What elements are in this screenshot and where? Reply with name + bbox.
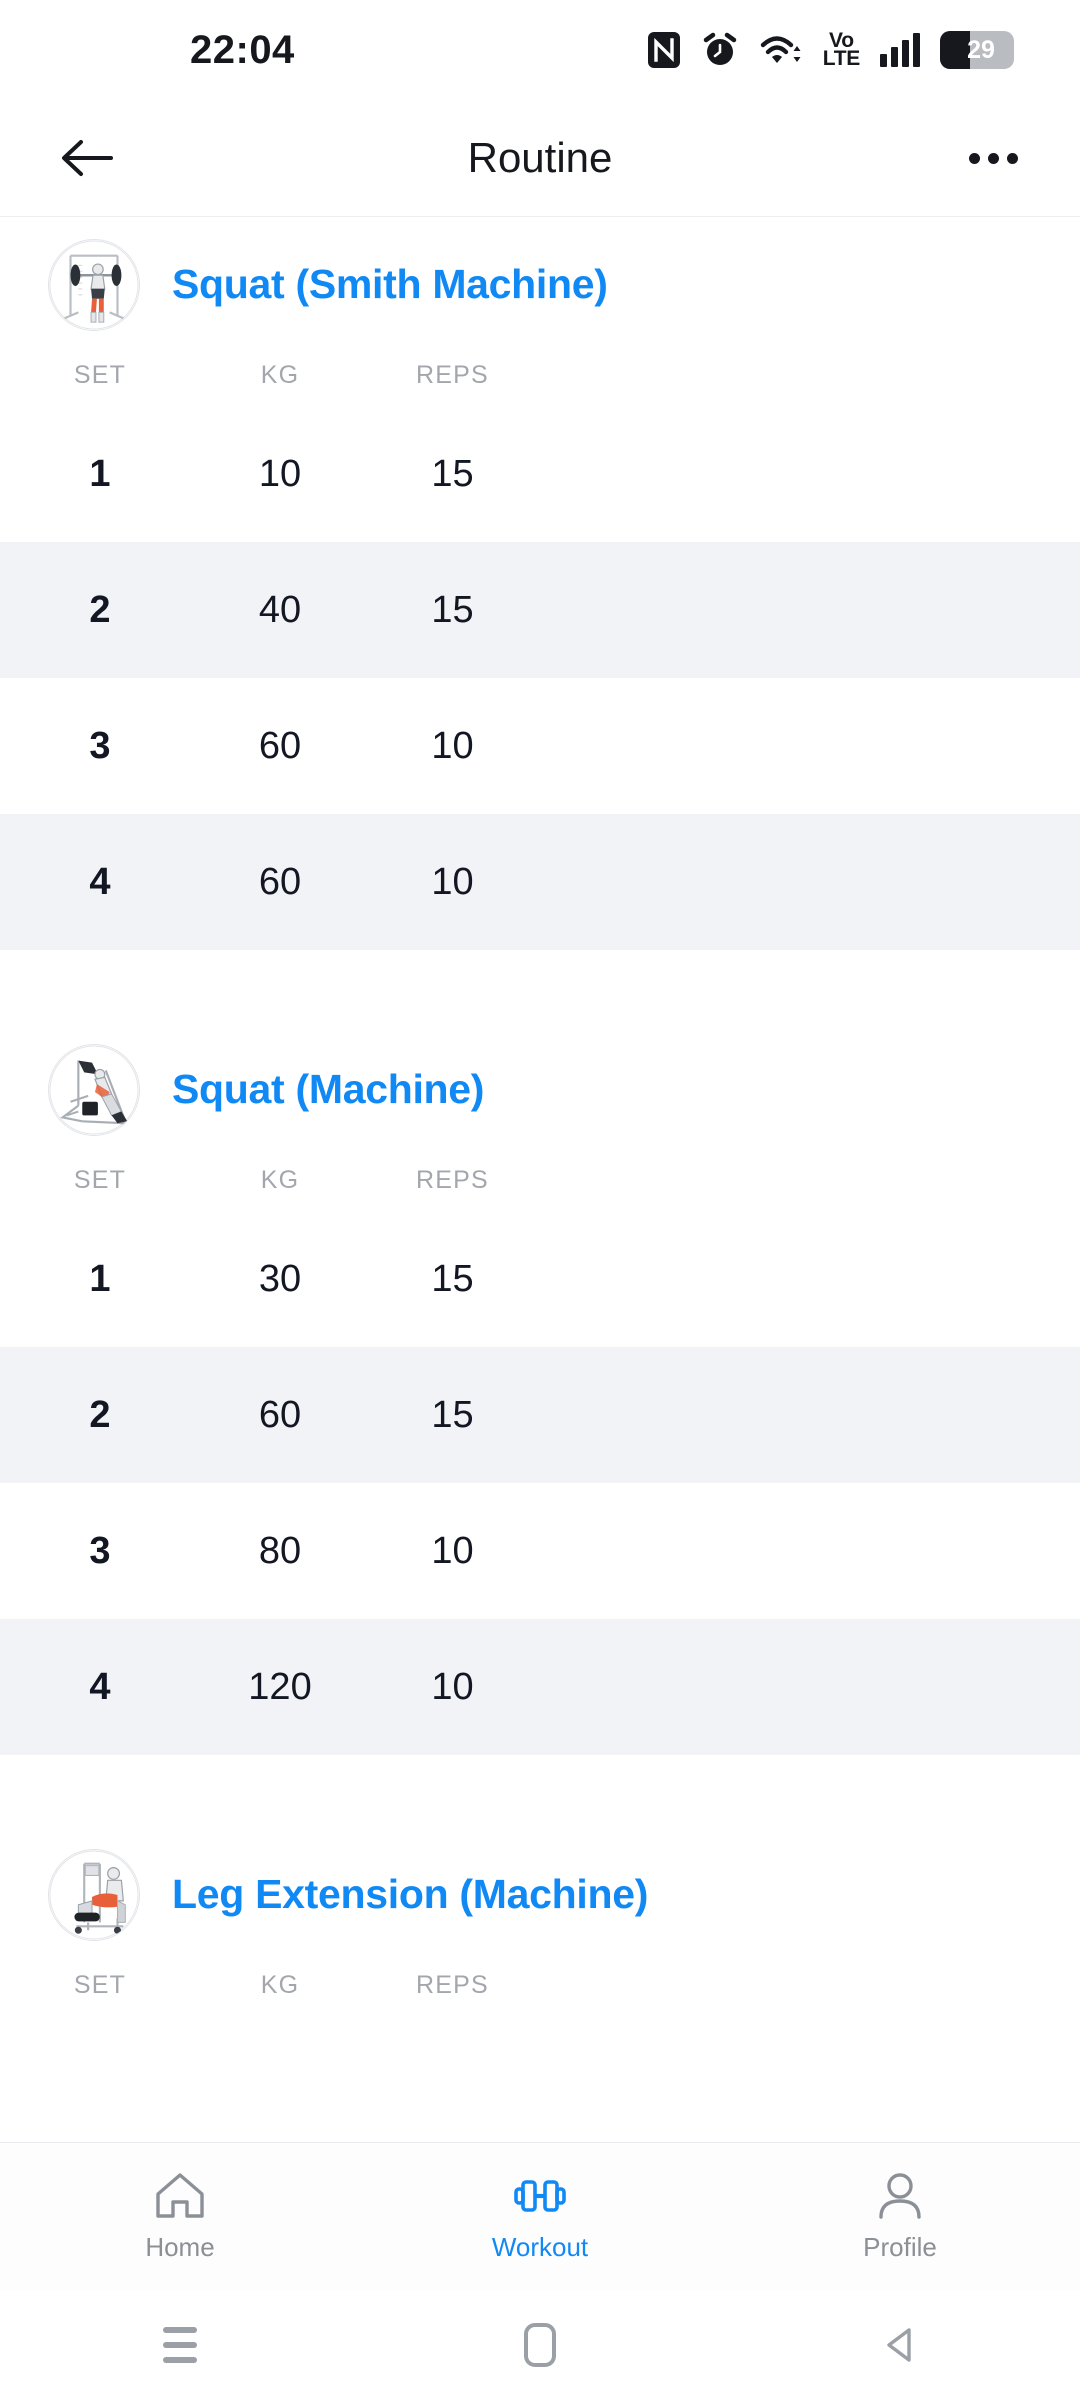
table-row[interactable]: 3 80 10 (0, 1483, 1080, 1619)
status-clock: 22:04 (190, 28, 295, 72)
exercise-section: Squat (Smith Machine) SET KG REPS 1 10 1… (0, 217, 1080, 950)
cell-set: 3 (89, 1529, 111, 1572)
cell-set: 3 (89, 724, 111, 767)
cell-kg: 10 (258, 452, 302, 495)
tab-label-workout: Workout (491, 2232, 589, 2262)
table-header-row: SET KG REPS (0, 1154, 1080, 1211)
table-header-row: SET KG REPS (0, 349, 1080, 406)
table-row[interactable]: 4 120 10 (0, 1619, 1080, 1755)
volte-icon: Vo LTE (822, 28, 861, 70)
table-header-row: SET KG REPS (0, 1959, 1080, 2016)
column-header-reps: REPS (416, 361, 489, 389)
dumbbell-icon (514, 2180, 566, 2212)
cell-set: 1 (89, 452, 111, 495)
set-table: SET KG REPS (0, 1959, 1080, 2016)
cell-set: 1 (89, 1257, 111, 1300)
exercise-title[interactable]: Squat (Smith Machine) (172, 261, 608, 308)
column-header-kg: KG (260, 361, 300, 389)
exercise-section: Squat (Machine) SET KG REPS 1 30 15 2 60… (0, 1022, 1080, 1755)
wifi-icon (759, 32, 803, 68)
divider (0, 216, 1080, 217)
exercise-section: Leg Extension (Machine) SET KG REPS (0, 1827, 1080, 2016)
exercise-header[interactable]: Leg Extension (Machine) (0, 1827, 1080, 1959)
more-dot (968, 152, 980, 164)
bottom-tab-bar: Home Workout Profile (0, 2142, 1080, 2290)
page-title: Routine (467, 134, 613, 181)
home-icon (156, 2173, 204, 2218)
alarm-icon (701, 31, 739, 69)
column-header-reps: REPS (416, 1971, 489, 1999)
cell-kg: 60 (258, 860, 302, 903)
home-button[interactable] (360, 2323, 720, 2367)
cell-kg: 120 (248, 1665, 312, 1708)
android-navigation-bar (0, 2290, 1080, 2400)
cell-reps: 15 (431, 452, 474, 495)
arrow-left-icon (62, 140, 113, 176)
cell-set: 4 (89, 1665, 111, 1708)
table-row[interactable]: 1 10 15 (0, 406, 1080, 542)
table-row[interactable]: 2 60 15 (0, 1347, 1080, 1483)
set-table: SET KG REPS 1 10 15 2 40 15 3 60 10 (0, 349, 1080, 950)
table-row[interactable]: 4 60 10 (0, 814, 1080, 950)
section-spacer (0, 950, 1080, 1022)
app-header: Routine (0, 100, 1080, 216)
table-row[interactable]: 2 40 15 (0, 542, 1080, 678)
exercise-header[interactable]: Squat (Smith Machine) (0, 217, 1080, 349)
table-row[interactable]: 1 30 15 (0, 1211, 1080, 1347)
leg-extension-machine-thumbnail (48, 1849, 140, 1941)
back-button[interactable] (52, 123, 122, 193)
cell-reps: 15 (431, 1393, 474, 1436)
section-spacer (0, 1755, 1080, 1827)
exercise-header[interactable]: Squat (Machine) (0, 1022, 1080, 1154)
column-header-reps: REPS (416, 1166, 489, 1194)
back-button-system[interactable] (720, 2324, 1080, 2366)
hack-squat-machine-thumbnail (48, 1044, 140, 1136)
routine-exercise-list[interactable]: Squat (Smith Machine) SET KG REPS 1 10 1… (0, 216, 1080, 2142)
cell-kg: 80 (258, 1529, 302, 1572)
cell-kg: 60 (258, 724, 302, 767)
more-dot (1006, 152, 1018, 164)
more-dot (987, 152, 999, 164)
status-bar: 22:04 (0, 0, 1080, 100)
set-table: SET KG REPS 1 30 15 2 60 15 3 80 10 (0, 1154, 1080, 1755)
column-header-set: SET (73, 1971, 127, 1999)
signal-icon (880, 33, 920, 67)
smith-machine-squat-thumbnail (48, 239, 140, 331)
back-triangle-icon (887, 2328, 911, 2362)
recents-icon (163, 2327, 197, 2363)
cell-set: 4 (89, 860, 111, 903)
exercise-title[interactable]: Leg Extension (Machine) (172, 1871, 649, 1918)
cell-reps: 10 (431, 1529, 474, 1572)
tab-profile[interactable]: Profile (720, 2170, 1080, 2263)
column-header-set: SET (73, 1166, 127, 1194)
tab-label-home: Home (145, 2232, 215, 2262)
more-options-button[interactable] (958, 123, 1028, 193)
nfc-icon (647, 31, 681, 69)
recents-button[interactable] (0, 2327, 360, 2363)
cell-kg: 30 (258, 1257, 302, 1300)
tab-workout[interactable]: Workout (360, 2170, 720, 2263)
cell-set: 2 (89, 1393, 111, 1436)
exercise-title[interactable]: Squat (Machine) (172, 1066, 485, 1113)
cell-kg: 40 (258, 588, 302, 631)
cell-reps: 10 (431, 860, 474, 903)
person-icon (879, 2173, 921, 2219)
cell-reps: 10 (431, 1665, 474, 1708)
cell-reps: 15 (431, 1257, 474, 1300)
cell-reps: 15 (431, 588, 474, 631)
column-header-kg: KG (260, 1971, 300, 1999)
tab-label-profile: Profile (863, 2232, 937, 2262)
status-icons: Vo LTE 29 (647, 28, 1014, 70)
home-square-icon (524, 2323, 556, 2367)
tab-home[interactable]: Home (0, 2170, 360, 2263)
column-header-set: SET (73, 361, 127, 389)
cell-kg: 60 (258, 1393, 302, 1436)
column-header-kg: KG (260, 1166, 300, 1194)
cell-set: 2 (89, 588, 111, 631)
cell-reps: 10 (431, 724, 474, 767)
battery-icon: 29 (940, 31, 1014, 69)
table-row[interactable]: 3 60 10 (0, 678, 1080, 814)
